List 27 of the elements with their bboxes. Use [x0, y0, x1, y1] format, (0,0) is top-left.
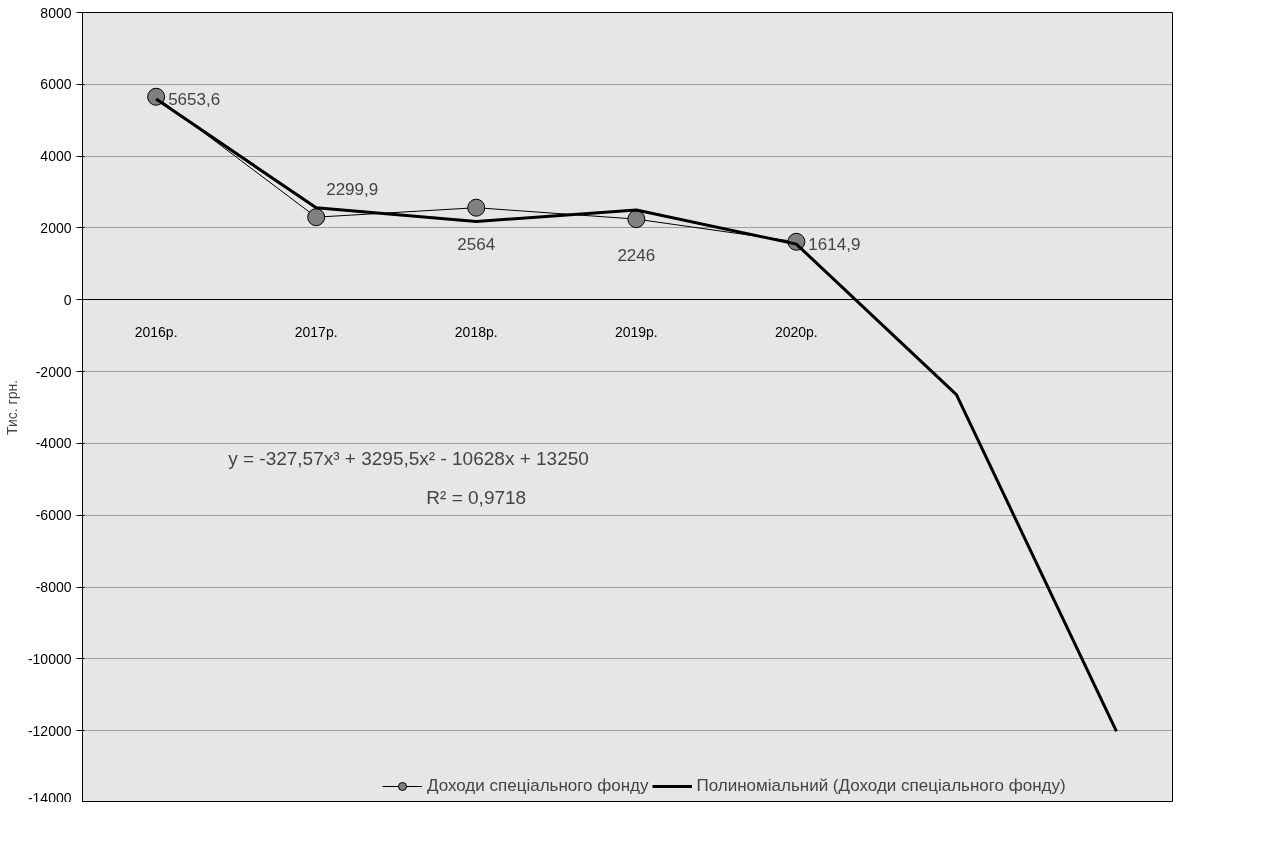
y-tick-label: -2000 — [35, 363, 72, 380]
legend-label: Полиноміальний (Доходи спеціального фонду) — [696, 776, 1066, 796]
y-tick-label: -10000 — [27, 650, 72, 667]
y-axis-title: Тис. грн. — [3, 379, 20, 436]
data-label: 2246 — [617, 246, 656, 266]
annotation: y = -327,57x³ + 3295,5x² - 10628x + 13250 — [228, 447, 589, 469]
x-tick-label: 2019р. — [614, 323, 658, 340]
legend-label: Доходи спеціального фонду — [427, 776, 649, 796]
annotation: R² = 0,9718 — [426, 487, 527, 509]
y-tick-label: 2000 — [40, 219, 72, 236]
y-tick-label: -4000 — [35, 435, 72, 452]
y-tick-label: 0 — [63, 291, 72, 308]
y-tick-label: -8000 — [35, 579, 72, 596]
data-label: 5653,6 — [168, 89, 221, 109]
y-tick-label: 4000 — [40, 148, 72, 165]
y-tick-label: 8000 — [40, 4, 72, 21]
data-label: 1614,9 — [808, 234, 861, 254]
data-label: 2564 — [457, 234, 496, 254]
y-tick-label: -14000 — [27, 789, 72, 806]
x-tick-label: 2017р. — [294, 323, 338, 340]
x-tick-label: 2016р. — [134, 323, 178, 340]
data-label: 2299,9 — [326, 180, 379, 200]
x-tick-label: 2018р. — [454, 323, 498, 340]
y-tick-label: 6000 — [40, 76, 72, 93]
y-tick-label: -12000 — [27, 722, 72, 739]
y-tick-label: -6000 — [35, 507, 72, 524]
x-tick-label: 2020р. — [774, 323, 818, 340]
